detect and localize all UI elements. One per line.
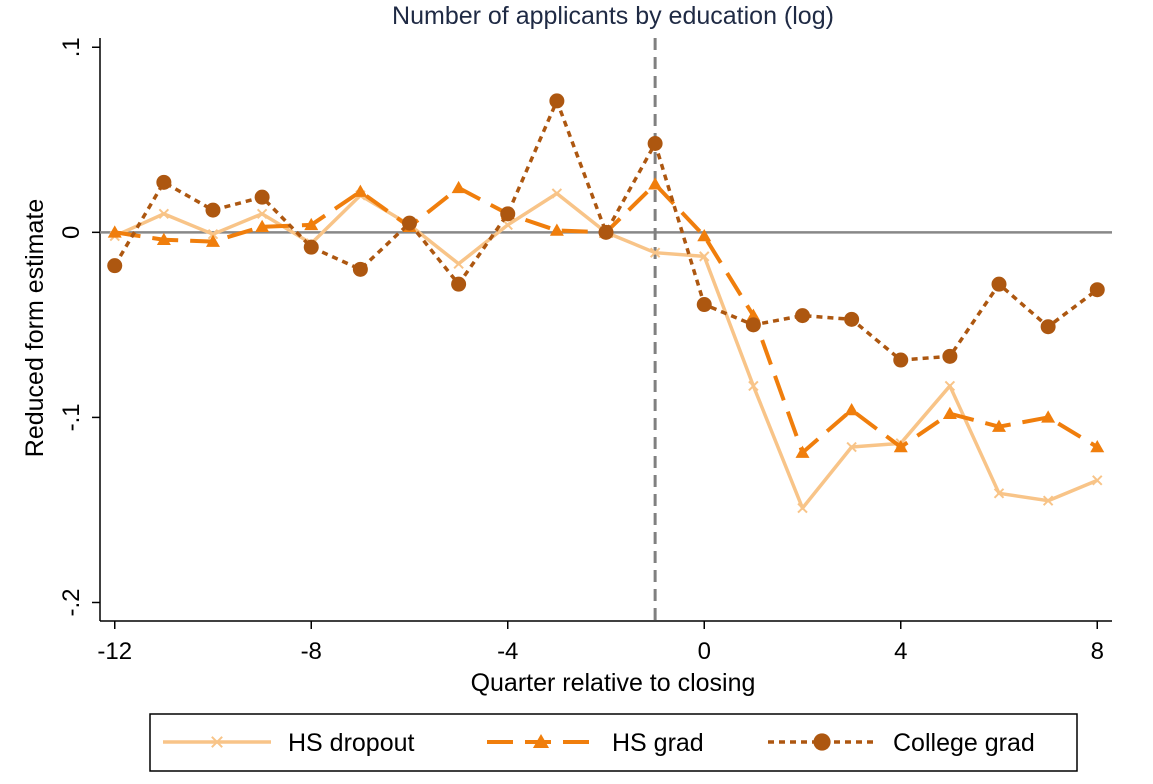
legend: HS dropout HS grad College grad <box>149 713 1078 772</box>
data-point-hs-grad <box>893 440 908 453</box>
data-point-hs-dropout <box>797 502 808 514</box>
data-point-college-grad <box>352 261 368 277</box>
legend-box <box>149 713 1078 772</box>
data-point-hs-grad <box>353 184 368 197</box>
data-point-college-grad <box>647 135 663 151</box>
data-point-hs-grad <box>648 177 663 190</box>
data-point-college-grad <box>1040 319 1056 335</box>
data-point-college-grad <box>303 239 319 255</box>
data-point-college-grad <box>942 348 958 364</box>
chart-title: Number of applicants by education (log) <box>392 2 834 30</box>
data-point-hs-grad <box>255 219 270 233</box>
data-point-college-grad <box>598 224 614 240</box>
legend-marker-hs-dropout <box>211 736 223 748</box>
data-point-hs-dropout <box>993 488 1005 499</box>
data-point-hs-grad <box>697 229 712 242</box>
x-tick-label: -4 <box>497 638 518 665</box>
data-point-college-grad <box>745 317 761 333</box>
x-tick-label: -12 <box>97 638 132 665</box>
legend-marker-hs-grad <box>532 733 550 749</box>
x-tick-label: 4 <box>894 638 907 665</box>
y-axis-label: Reduced form estimate <box>21 199 49 457</box>
data-point-hs-dropout <box>699 251 710 262</box>
data-point-hs-dropout <box>1042 495 1054 506</box>
data-point-hs-grad <box>942 406 957 419</box>
data-point-college-grad <box>156 174 172 190</box>
data-point-hs-dropout <box>1092 475 1103 486</box>
data-point-college-grad <box>696 297 712 313</box>
data-point-college-grad <box>844 311 860 327</box>
data-point-hs-dropout <box>649 247 661 258</box>
data-point-college-grad <box>401 215 417 231</box>
data-point-hs-grad <box>746 308 761 321</box>
x-tick-label: 8 <box>1091 638 1104 665</box>
y-tick-label: -.1 <box>58 403 85 431</box>
data-point-college-grad <box>451 276 467 292</box>
x-tick-label: -8 <box>301 638 322 665</box>
data-point-college-grad <box>205 202 221 218</box>
data-point-hs-dropout <box>748 380 759 392</box>
legend-marker-college-grad <box>813 733 831 751</box>
data-point-college-grad <box>1089 282 1105 298</box>
data-point-hs-grad <box>795 445 810 458</box>
data-point-hs-grad <box>992 419 1007 432</box>
x-axis-label: Quarter relative to closing <box>471 669 756 697</box>
legend-item-hs-dropout: HS dropout <box>163 729 415 757</box>
legend-item-hs-grad: HS grad <box>487 729 704 757</box>
data-point-college-grad <box>795 308 811 324</box>
data-point-hs-grad <box>205 234 220 247</box>
data-point-hs-dropout <box>944 380 956 392</box>
data-point-hs-grad <box>156 232 171 245</box>
data-point-hs-dropout <box>502 219 513 231</box>
y-axis-ticks: .1 0 -.1 -.2 <box>58 37 100 616</box>
data-point-hs-dropout <box>846 441 857 453</box>
legend-item-college-grad: College grad <box>768 729 1035 757</box>
legend-label-hs-grad: HS grad <box>612 729 704 757</box>
y-tick-label: -.2 <box>58 588 85 616</box>
legend-label-hs-dropout: HS dropout <box>288 729 415 757</box>
data-point-hs-dropout <box>453 258 464 270</box>
data-point-hs-grad <box>451 180 466 194</box>
data-point-hs-dropout <box>207 228 219 240</box>
legend-label-college-grad: College grad <box>893 729 1035 757</box>
data-point-hs-grad <box>844 403 859 416</box>
plot-area <box>99 38 1112 622</box>
data-point-hs-grad <box>1041 410 1056 423</box>
data-point-college-grad <box>500 206 516 222</box>
data-point-college-grad <box>107 258 123 274</box>
data-point-hs-dropout <box>256 208 268 220</box>
x-axis-ticks: -12 -8 -4 0 4 8 <box>97 621 1104 665</box>
data-point-college-grad <box>549 93 565 109</box>
data-point-hs-dropout <box>551 188 563 199</box>
y-tick-label: .1 <box>58 37 85 57</box>
data-point-hs-grad <box>304 217 319 231</box>
y-tick-label: 0 <box>58 226 85 239</box>
series-hs-grad <box>107 177 1105 458</box>
series-college-grad <box>107 93 1105 368</box>
series-layer <box>107 93 1105 514</box>
data-point-hs-grad <box>549 223 564 236</box>
data-point-hs-dropout <box>158 208 170 220</box>
reference-lines <box>100 38 1112 621</box>
data-point-college-grad <box>254 189 270 205</box>
data-point-hs-grad <box>1090 440 1105 453</box>
data-point-college-grad <box>991 276 1007 292</box>
x-tick-label: 0 <box>698 638 711 665</box>
data-point-hs-grad <box>107 225 122 238</box>
data-point-college-grad <box>893 352 909 368</box>
